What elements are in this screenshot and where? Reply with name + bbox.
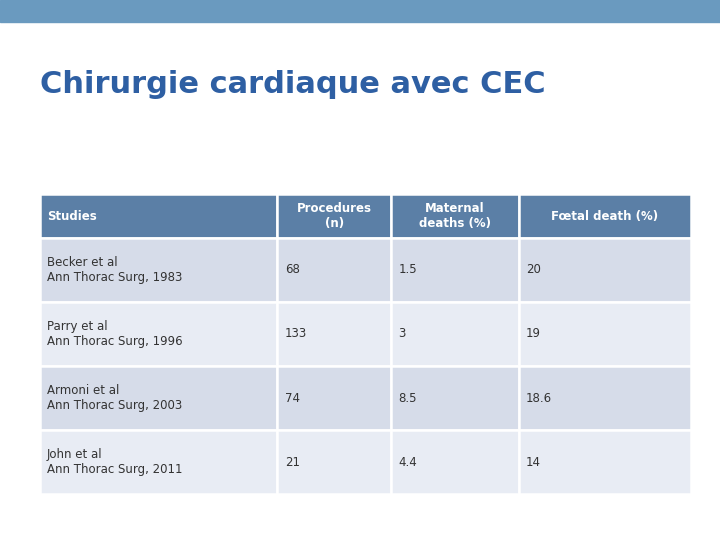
Text: 133: 133	[284, 327, 307, 340]
Text: 19: 19	[526, 327, 541, 340]
Text: Armoni et al
Ann Thorac Surg, 2003: Armoni et al Ann Thorac Surg, 2003	[47, 384, 182, 412]
Text: John et al
Ann Thorac Surg, 2011: John et al Ann Thorac Surg, 2011	[47, 448, 182, 476]
Text: 20: 20	[526, 264, 541, 276]
Text: Maternal
deaths (%): Maternal deaths (%)	[419, 202, 491, 230]
Text: 8.5: 8.5	[399, 392, 417, 404]
Text: 18.6: 18.6	[526, 392, 552, 404]
Text: 21: 21	[284, 456, 300, 469]
Text: Fœtal death (%): Fœtal death (%)	[552, 210, 658, 222]
Text: 4.4: 4.4	[399, 456, 418, 469]
Text: 3: 3	[399, 327, 406, 340]
Text: Studies: Studies	[47, 210, 96, 222]
Text: 68: 68	[284, 264, 300, 276]
Text: Becker et al
Ann Thorac Surg, 1983: Becker et al Ann Thorac Surg, 1983	[47, 256, 182, 284]
Text: Procedures
(n): Procedures (n)	[297, 202, 372, 230]
Text: Chirurgie cardiaque avec CEC: Chirurgie cardiaque avec CEC	[40, 70, 545, 99]
Text: 1.5: 1.5	[399, 264, 418, 276]
Text: 74: 74	[284, 392, 300, 404]
Text: 14: 14	[526, 456, 541, 469]
Text: Parry et al
Ann Thorac Surg, 1996: Parry et al Ann Thorac Surg, 1996	[47, 320, 182, 348]
